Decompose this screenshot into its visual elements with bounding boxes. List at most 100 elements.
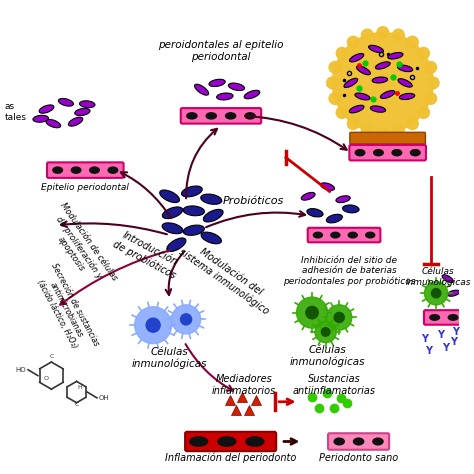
Ellipse shape: [333, 438, 345, 446]
Ellipse shape: [356, 66, 370, 75]
Circle shape: [321, 328, 330, 336]
Circle shape: [407, 118, 418, 129]
Circle shape: [392, 29, 404, 41]
Text: Y: Y: [421, 334, 428, 344]
Ellipse shape: [375, 62, 390, 69]
Circle shape: [336, 47, 348, 59]
Ellipse shape: [245, 436, 264, 447]
Ellipse shape: [336, 196, 350, 202]
Circle shape: [392, 125, 404, 137]
Text: as
tales: as tales: [5, 102, 27, 122]
Circle shape: [327, 305, 352, 330]
Circle shape: [377, 128, 389, 139]
Ellipse shape: [33, 115, 48, 122]
Ellipse shape: [68, 117, 83, 126]
Ellipse shape: [381, 91, 395, 99]
Circle shape: [332, 33, 433, 133]
Circle shape: [181, 314, 191, 325]
Ellipse shape: [108, 166, 118, 174]
Circle shape: [329, 92, 341, 104]
Ellipse shape: [194, 84, 209, 95]
Ellipse shape: [162, 223, 183, 234]
Ellipse shape: [447, 290, 460, 296]
FancyBboxPatch shape: [47, 163, 124, 178]
Ellipse shape: [52, 166, 63, 174]
Ellipse shape: [398, 79, 412, 87]
Text: C: C: [74, 401, 79, 407]
Circle shape: [306, 306, 318, 319]
Text: Y: Y: [442, 344, 449, 354]
Text: Y: Y: [450, 337, 457, 346]
Ellipse shape: [183, 225, 204, 235]
FancyBboxPatch shape: [349, 145, 426, 160]
Ellipse shape: [228, 83, 245, 91]
Ellipse shape: [71, 166, 82, 174]
Text: Células
inmunológicas: Células inmunológicas: [405, 267, 471, 287]
Ellipse shape: [46, 119, 61, 128]
Circle shape: [329, 62, 341, 73]
Ellipse shape: [201, 232, 221, 244]
Ellipse shape: [388, 53, 403, 59]
Text: Sustancias
antiinflamatorias: Sustancias antiinflamatorias: [293, 374, 376, 396]
FancyBboxPatch shape: [328, 433, 389, 450]
Ellipse shape: [326, 214, 342, 223]
FancyBboxPatch shape: [308, 228, 381, 242]
Text: Epitelio periodontal: Epitelio periodontal: [41, 183, 129, 192]
Ellipse shape: [189, 436, 209, 447]
Text: peroidontales al epitelio
periodontal: peroidontales al epitelio periodontal: [158, 40, 284, 62]
Circle shape: [146, 318, 160, 332]
Ellipse shape: [373, 149, 384, 156]
Circle shape: [407, 36, 418, 48]
Ellipse shape: [398, 65, 413, 72]
Ellipse shape: [330, 232, 340, 238]
Text: OH: OH: [99, 395, 109, 401]
Ellipse shape: [355, 149, 365, 156]
Circle shape: [361, 29, 373, 41]
Text: HO: HO: [16, 367, 26, 373]
Circle shape: [172, 305, 201, 334]
Text: Periodonto sano: Periodonto sano: [319, 453, 398, 463]
Text: Y: Y: [438, 330, 445, 340]
Circle shape: [135, 307, 172, 344]
Ellipse shape: [163, 207, 182, 219]
Ellipse shape: [400, 93, 415, 100]
Ellipse shape: [447, 314, 459, 321]
Ellipse shape: [58, 99, 73, 106]
Text: Y: Y: [425, 346, 432, 356]
Ellipse shape: [217, 93, 233, 100]
Ellipse shape: [225, 112, 237, 119]
Ellipse shape: [244, 112, 256, 119]
FancyBboxPatch shape: [181, 108, 261, 124]
Ellipse shape: [372, 438, 384, 446]
Circle shape: [315, 321, 336, 343]
Ellipse shape: [355, 93, 370, 100]
Ellipse shape: [203, 210, 223, 222]
Ellipse shape: [307, 209, 323, 217]
Ellipse shape: [217, 436, 237, 447]
Ellipse shape: [209, 79, 225, 87]
Ellipse shape: [410, 149, 421, 156]
Ellipse shape: [442, 275, 453, 283]
Text: Inflamación del periodonto: Inflamación del periodonto: [165, 453, 296, 463]
Ellipse shape: [429, 314, 440, 321]
Ellipse shape: [347, 232, 358, 238]
Ellipse shape: [372, 77, 388, 83]
Circle shape: [425, 282, 448, 305]
Text: C: C: [49, 354, 54, 359]
Text: Inhibición del sitio de
adhesión de baterias
periodontales por probióticos: Inhibición del sitio de adhesión de bate…: [283, 255, 415, 286]
Ellipse shape: [370, 106, 386, 112]
Text: H: H: [77, 385, 82, 390]
Text: Modulación del
sistema inmunológico: Modulación del sistema inmunológico: [177, 237, 278, 317]
Circle shape: [431, 289, 441, 298]
Ellipse shape: [182, 186, 202, 197]
Text: Y: Y: [452, 327, 459, 337]
Circle shape: [327, 77, 338, 89]
Ellipse shape: [369, 46, 383, 53]
Ellipse shape: [349, 105, 364, 113]
Ellipse shape: [320, 183, 335, 191]
Ellipse shape: [167, 238, 186, 252]
Circle shape: [418, 107, 429, 118]
Text: Mediadores
inflamatorios: Mediadores inflamatorios: [212, 374, 276, 396]
Text: Probióticos: Probióticos: [223, 196, 284, 206]
Circle shape: [428, 77, 439, 89]
